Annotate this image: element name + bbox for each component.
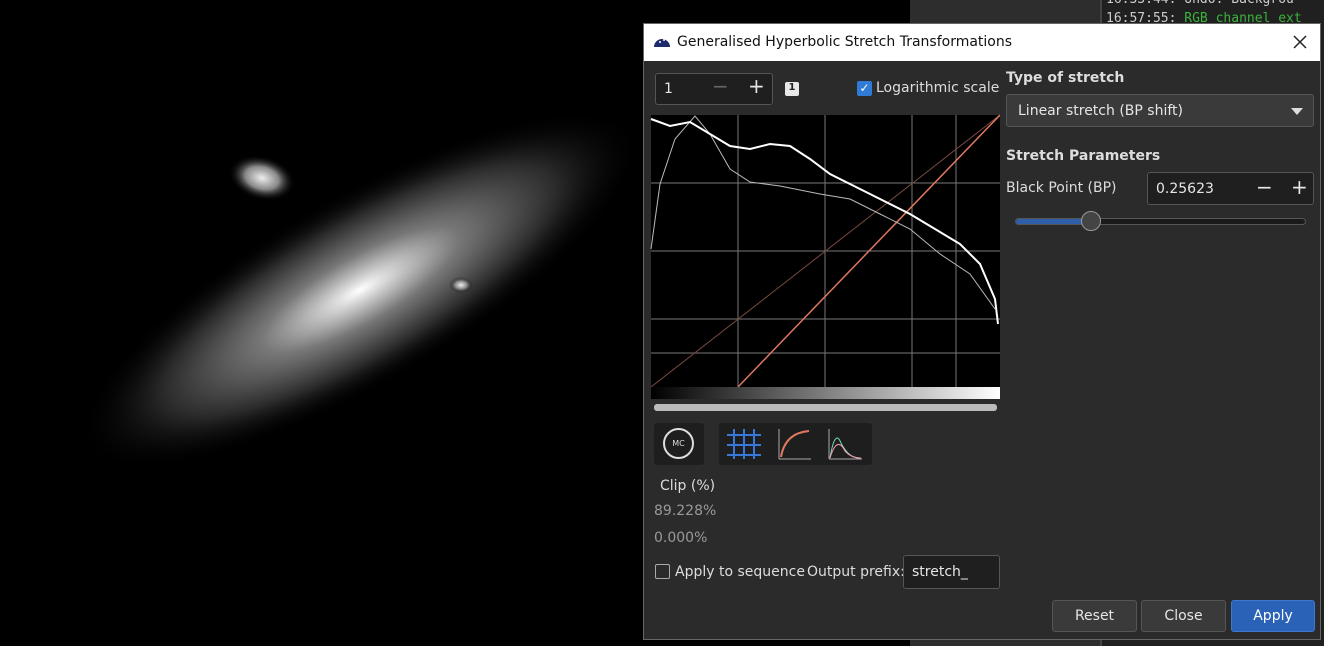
app-icon	[654, 39, 670, 47]
log-text: RGB channel ext	[1184, 11, 1302, 26]
sequence-label: Apply to sequence	[675, 564, 805, 580]
log-line: 16:33:44: Undo: Backgrou	[1106, 0, 1294, 7]
close-button[interactable]: Close	[1141, 600, 1226, 632]
minus[interactable]: −	[1256, 175, 1273, 199]
log-scale-label: Logarithmic scale	[876, 80, 1000, 96]
type-label: Type of stretch	[1006, 70, 1125, 86]
toggle-icons	[727, 429, 862, 460]
image-view	[0, 0, 643, 646]
slider-fill	[1016, 219, 1092, 224]
dropdown-arrow	[1291, 108, 1303, 115]
dialog-title: Generalised Hyperbolic Stretch Transform…	[677, 34, 1013, 50]
minus[interactable]: −	[712, 74, 729, 98]
log-time: 16:57:55:	[1106, 11, 1177, 26]
prefix-input[interactable]: stretch_	[903, 555, 1000, 589]
log-time: 16:33:44:	[1106, 0, 1176, 7]
clip-high: 89.228%	[654, 503, 717, 519]
log-text: Undo: Backgrou	[1184, 0, 1294, 7]
histogram	[650, 114, 1000, 411]
plus[interactable]: +	[748, 74, 765, 98]
mc-label: MC	[663, 428, 694, 459]
log-checkbox[interactable]: ✓	[857, 81, 872, 96]
zoom-spin[interactable]: 1 − +	[655, 73, 773, 105]
clip-low: 0.000%	[654, 530, 708, 546]
close-icon[interactable]	[1292, 34, 1308, 50]
galaxy-image	[78, 110, 642, 470]
dialog: Generalised Hyperbolic Stretch Transform…	[643, 23, 1321, 640]
prefix-label: Output prefix:	[807, 564, 905, 580]
title-bar: Generalised Hyperbolic Stretch Transform…	[644, 24, 1320, 61]
apply-button[interactable]: Apply	[1231, 600, 1315, 632]
log-line: 16:57:55: RGB channel ext	[1106, 11, 1302, 26]
badge: 1	[785, 82, 799, 96]
plus[interactable]: +	[1291, 175, 1308, 199]
view-toggles[interactable]	[719, 423, 872, 465]
bp-slider[interactable]	[1015, 211, 1306, 231]
slider-handle[interactable]	[1081, 211, 1101, 231]
type-select[interactable]: Linear stretch (BP shift)	[1006, 94, 1314, 127]
zoom-value: 1	[664, 81, 673, 97]
bp-value: 0.25623	[1156, 180, 1214, 197]
sequence-checkbox[interactable]	[655, 564, 670, 579]
bp-label: Black Point (BP)	[1006, 180, 1117, 196]
params-label: Stretch Parameters	[1006, 148, 1161, 164]
type-value: Linear stretch (BP shift)	[1018, 102, 1183, 119]
clip-label: Clip (%)	[660, 478, 716, 494]
bp-spin[interactable]: 0.25623 − +	[1147, 172, 1314, 205]
mc-button[interactable]: MC	[654, 423, 704, 465]
reset-button[interactable]: Reset	[1052, 600, 1137, 632]
